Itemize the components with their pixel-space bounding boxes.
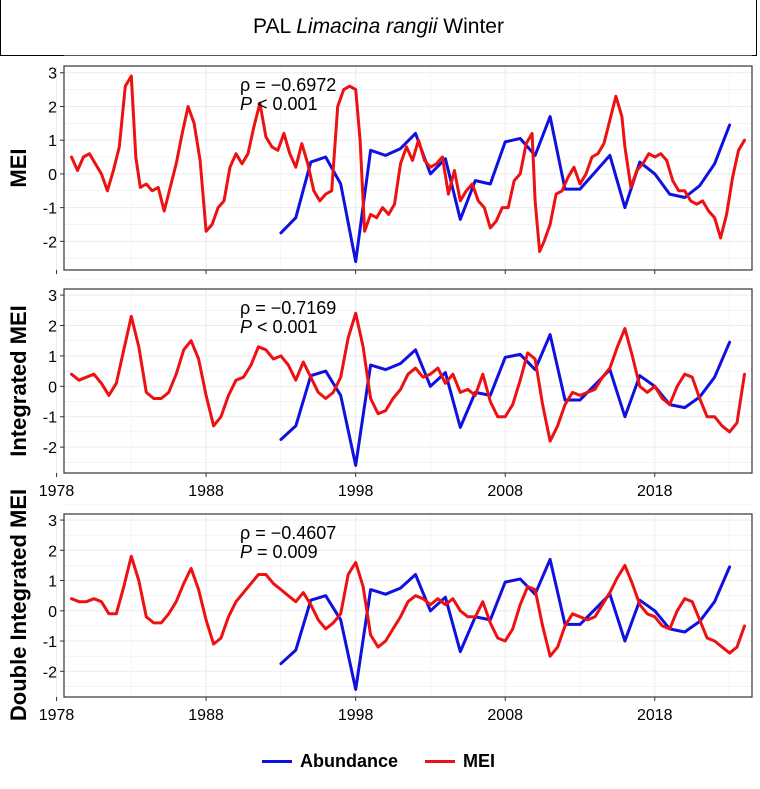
plot-border bbox=[63, 65, 753, 271]
plot-border bbox=[63, 513, 753, 698]
series-line-mei bbox=[70, 554, 746, 658]
x-tick-label: 1998 bbox=[338, 483, 374, 500]
legend-item-abundance: Abundance bbox=[262, 746, 398, 776]
series-line-abundance bbox=[279, 557, 732, 691]
chart-title-box: PAL Limacina rangii Winter bbox=[0, 0, 757, 56]
y-tick-label: -1 bbox=[43, 201, 57, 218]
legend: Abundance MEI bbox=[0, 746, 760, 776]
legend-label-mei: MEI bbox=[463, 750, 496, 771]
legend-swatch-abundance bbox=[262, 759, 292, 763]
chart-title: PAL Limacina rangii Winter bbox=[1, 15, 756, 39]
legend-swatch-mei bbox=[425, 759, 455, 763]
annotation-p: P = 0.009 bbox=[240, 542, 318, 562]
y-tick-label: -2 bbox=[43, 234, 57, 251]
y-axis-label: Integrated MEI bbox=[6, 305, 31, 457]
annotation-rho: ρ = −0.4607 bbox=[240, 523, 336, 543]
y-tick-label: -2 bbox=[43, 664, 57, 681]
x-tick-label: 2008 bbox=[487, 483, 523, 500]
y-tick-label: 3 bbox=[48, 66, 57, 83]
series-line-mei bbox=[70, 311, 746, 443]
legend-label-abundance: Abundance bbox=[300, 750, 399, 771]
x-tick-label: 1998 bbox=[338, 707, 374, 724]
panel-2: -2 -1 0 1 2 3 1978 1988 1998 2008 2018 Integrated M… bbox=[6, 279, 753, 500]
legend-item-mei: MEI bbox=[425, 746, 495, 776]
annotation-p: P < 0.001 bbox=[240, 94, 318, 114]
y-axis-label: Double Integrated MEI bbox=[6, 489, 31, 721]
annotation-p: P < 0.001 bbox=[240, 317, 318, 337]
y-tick-label: 2 bbox=[48, 543, 57, 560]
annotation-rho: ρ = −0.6972 bbox=[240, 75, 336, 95]
x-tick-label: 1988 bbox=[188, 483, 224, 500]
panel-3: -2 -1 0 1 2 3 1978 1988 1998 2008 2018 Double Integ… bbox=[6, 489, 753, 724]
y-tick-label: 0 bbox=[48, 604, 57, 621]
x-tick-label: 2018 bbox=[637, 707, 673, 724]
plot-border bbox=[63, 288, 753, 474]
y-tick-label: 1 bbox=[48, 133, 57, 150]
y-tick-label: -1 bbox=[43, 410, 57, 427]
y-axis-label: MEI bbox=[6, 148, 31, 187]
annotation-rho: ρ = −0.7169 bbox=[240, 298, 336, 318]
y-tick-label: 3 bbox=[48, 513, 57, 530]
x-tick-label: 1978 bbox=[39, 707, 75, 724]
x-tick-label: 1988 bbox=[188, 707, 224, 724]
y-tick-label: 2 bbox=[48, 318, 57, 335]
y-tick-label: 3 bbox=[48, 288, 57, 305]
y-tick-label: 0 bbox=[48, 379, 57, 396]
series-line-abundance bbox=[279, 115, 732, 264]
y-tick-label: 1 bbox=[48, 349, 57, 366]
y-tick-label: 0 bbox=[48, 167, 57, 184]
series-line-mei bbox=[70, 74, 746, 253]
x-tick-label: 2008 bbox=[487, 707, 523, 724]
x-tick-label: 2018 bbox=[637, 483, 673, 500]
title-species: Limacina rangii bbox=[296, 15, 438, 38]
y-tick-label: 2 bbox=[48, 99, 57, 116]
title-prefix: PAL bbox=[253, 15, 297, 38]
grid bbox=[56, 55, 752, 270]
title-suffix: Winter bbox=[437, 15, 504, 38]
y-tick-label: 1 bbox=[48, 574, 57, 591]
x-tick-label: 1978 bbox=[39, 483, 75, 500]
y-tick-label: -1 bbox=[43, 634, 57, 651]
y-tick-label: -2 bbox=[43, 440, 57, 457]
